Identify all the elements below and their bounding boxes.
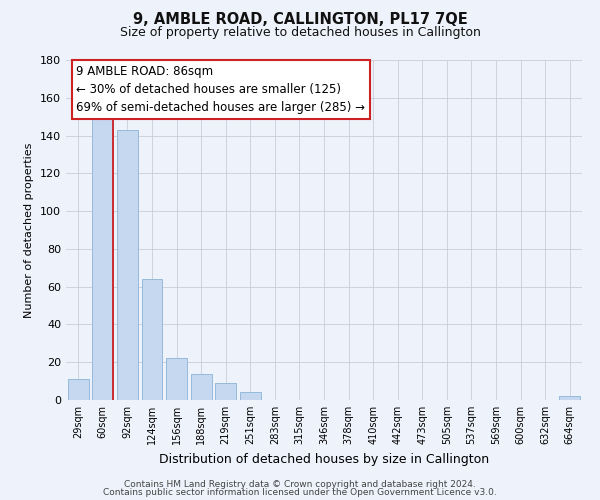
- Bar: [117, 130, 138, 400]
- Text: 9, AMBLE ROAD, CALLINGTON, PL17 7QE: 9, AMBLE ROAD, CALLINGTON, PL17 7QE: [133, 12, 467, 28]
- Text: 9 AMBLE ROAD: 86sqm
← 30% of detached houses are smaller (125)
69% of semi-detac: 9 AMBLE ROAD: 86sqm ← 30% of detached ho…: [76, 65, 365, 114]
- Y-axis label: Number of detached properties: Number of detached properties: [25, 142, 34, 318]
- Bar: [191, 374, 212, 400]
- Text: Size of property relative to detached houses in Callington: Size of property relative to detached ho…: [119, 26, 481, 39]
- Bar: [92, 116, 113, 400]
- X-axis label: Distribution of detached houses by size in Callington: Distribution of detached houses by size …: [159, 452, 489, 466]
- Bar: [68, 379, 89, 400]
- Bar: [142, 279, 163, 400]
- Bar: [215, 383, 236, 400]
- Bar: [240, 392, 261, 400]
- Bar: [166, 358, 187, 400]
- Bar: [559, 396, 580, 400]
- Text: Contains HM Land Registry data © Crown copyright and database right 2024.: Contains HM Land Registry data © Crown c…: [124, 480, 476, 489]
- Text: Contains public sector information licensed under the Open Government Licence v3: Contains public sector information licen…: [103, 488, 497, 497]
